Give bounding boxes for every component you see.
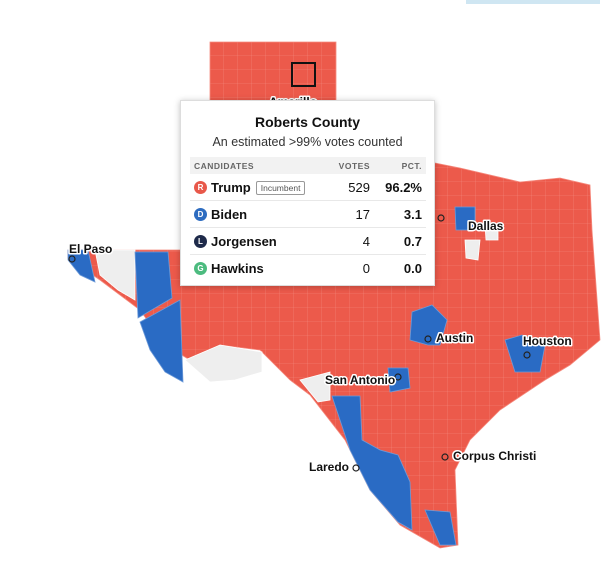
party-badge: D bbox=[194, 208, 207, 222]
votes-cell: 529 bbox=[328, 174, 374, 201]
pct-cell: 3.1 bbox=[373, 200, 426, 228]
city-label: El Paso bbox=[69, 242, 112, 256]
city-label: Laredo bbox=[309, 460, 349, 474]
blue-counties bbox=[67, 206, 546, 546]
candidate-cell: L Jorgensen bbox=[190, 227, 329, 255]
candidate-name: Hawkins bbox=[211, 261, 264, 277]
city-marker bbox=[68, 255, 76, 263]
candidate-cell: R Trump Incumbent bbox=[190, 174, 329, 201]
candidate-cell: D Biden bbox=[190, 200, 329, 228]
pct-cell: 96.2% bbox=[373, 174, 426, 201]
column-header: CANDIDATES bbox=[190, 157, 329, 174]
city-label: Dallas bbox=[468, 219, 504, 233]
city-marker bbox=[523, 351, 531, 359]
city-marker bbox=[424, 335, 432, 343]
city-marker bbox=[441, 453, 449, 461]
city-label: Corpus Christi bbox=[453, 449, 536, 463]
top-bar bbox=[466, 0, 600, 4]
party-badge: R bbox=[194, 181, 207, 195]
city-marker bbox=[352, 464, 360, 472]
selected-county bbox=[291, 62, 316, 87]
column-header: VOTES bbox=[328, 157, 374, 174]
result-row: G Hawkins 0 0.0 bbox=[190, 255, 426, 282]
city-marker bbox=[437, 214, 445, 222]
candidate-cell: G Hawkins bbox=[190, 255, 328, 282]
party-badge: L bbox=[194, 235, 207, 249]
city-marker bbox=[394, 373, 402, 381]
incumbent-badge: Incumbent bbox=[255, 180, 306, 195]
results-table: CANDIDATES VOTES PCT. R Trump Incumbent 529… bbox=[190, 157, 426, 281]
city-label: San Antonio bbox=[325, 373, 395, 387]
column-header: PCT. bbox=[373, 157, 426, 174]
tooltip-title: Roberts County bbox=[255, 114, 360, 130]
party-badge: G bbox=[194, 262, 207, 276]
tooltip-subtitle: An estimated >99% votes counted bbox=[212, 135, 403, 149]
candidate-name: Biden bbox=[211, 207, 248, 223]
result-row: R Trump Incumbent 529 96.2% bbox=[190, 174, 426, 201]
tooltip: Roberts County An estimated >99% votes c… bbox=[180, 100, 435, 286]
candidate-name: Trump bbox=[211, 180, 251, 196]
votes-cell: 17 bbox=[328, 200, 374, 228]
result-row: L Jorgensen 4 0.7 bbox=[190, 227, 426, 255]
votes-cell: 0 bbox=[362, 260, 370, 276]
candidate-name: Jorgensen bbox=[211, 234, 277, 250]
no-data-counties bbox=[94, 224, 499, 403]
votes-cell: 4 bbox=[328, 227, 374, 255]
city-label: Austin bbox=[436, 331, 473, 345]
pct-cell: 0.0 bbox=[403, 260, 422, 276]
city-label: Houston bbox=[523, 334, 572, 348]
result-row: D Biden 17 3.1 bbox=[190, 200, 426, 228]
pct-cell: 0.7 bbox=[373, 227, 426, 255]
state-red bbox=[67, 41, 601, 549]
